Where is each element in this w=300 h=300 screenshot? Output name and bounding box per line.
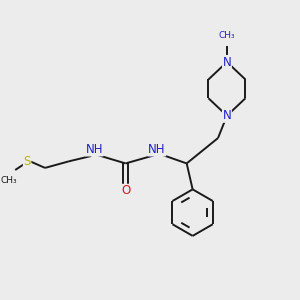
Text: N: N — [223, 56, 231, 68]
Text: CH₃: CH₃ — [219, 31, 235, 40]
Text: CH₃: CH₃ — [1, 176, 18, 185]
Text: N: N — [223, 109, 231, 122]
Text: S: S — [23, 155, 31, 168]
Text: O: O — [121, 184, 130, 197]
Text: NH: NH — [148, 143, 166, 156]
Text: NH: NH — [85, 143, 103, 156]
